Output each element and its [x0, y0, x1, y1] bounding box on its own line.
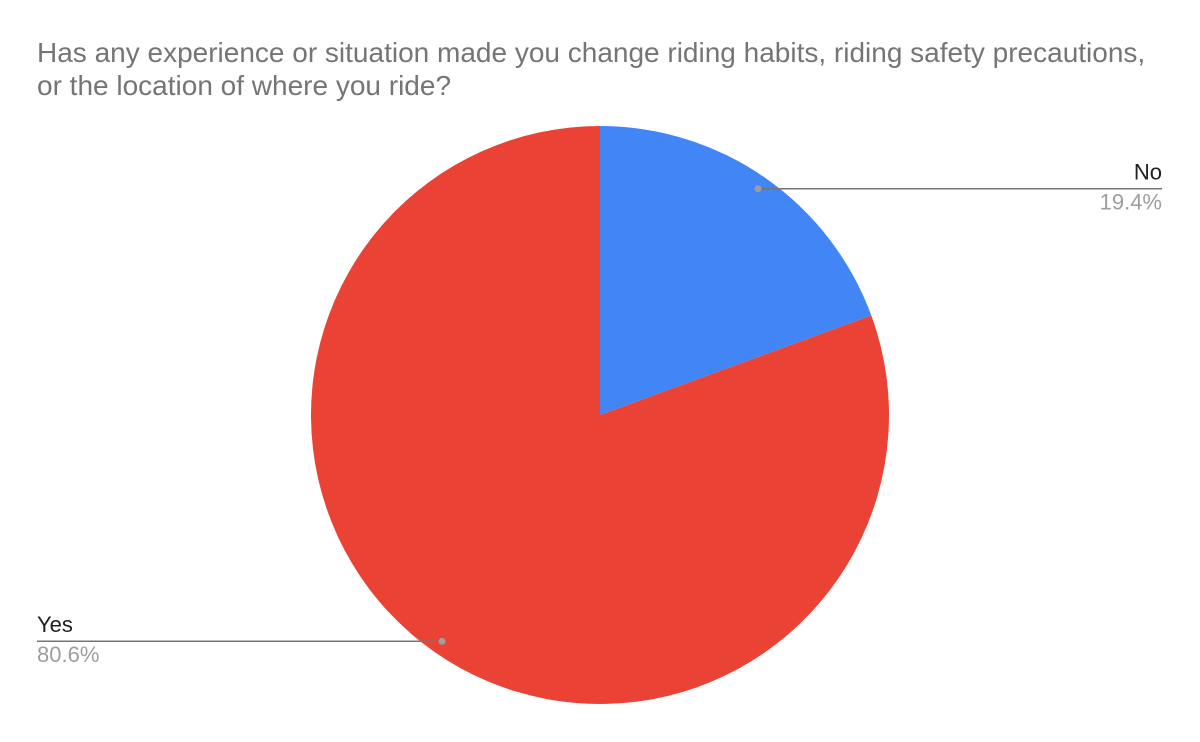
leader-dot: [754, 185, 762, 193]
slice-label: No: [1134, 160, 1162, 185]
leader-dot: [438, 637, 446, 645]
pie-slice: [600, 126, 872, 415]
slice-label: Yes: [37, 612, 73, 637]
chart-title: Has any experience or situation made you…: [37, 37, 1146, 101]
pie-slice: [311, 126, 890, 705]
slice-value-label: 19.4%: [1100, 190, 1162, 215]
slice-value-label: 80.6%: [37, 642, 99, 667]
